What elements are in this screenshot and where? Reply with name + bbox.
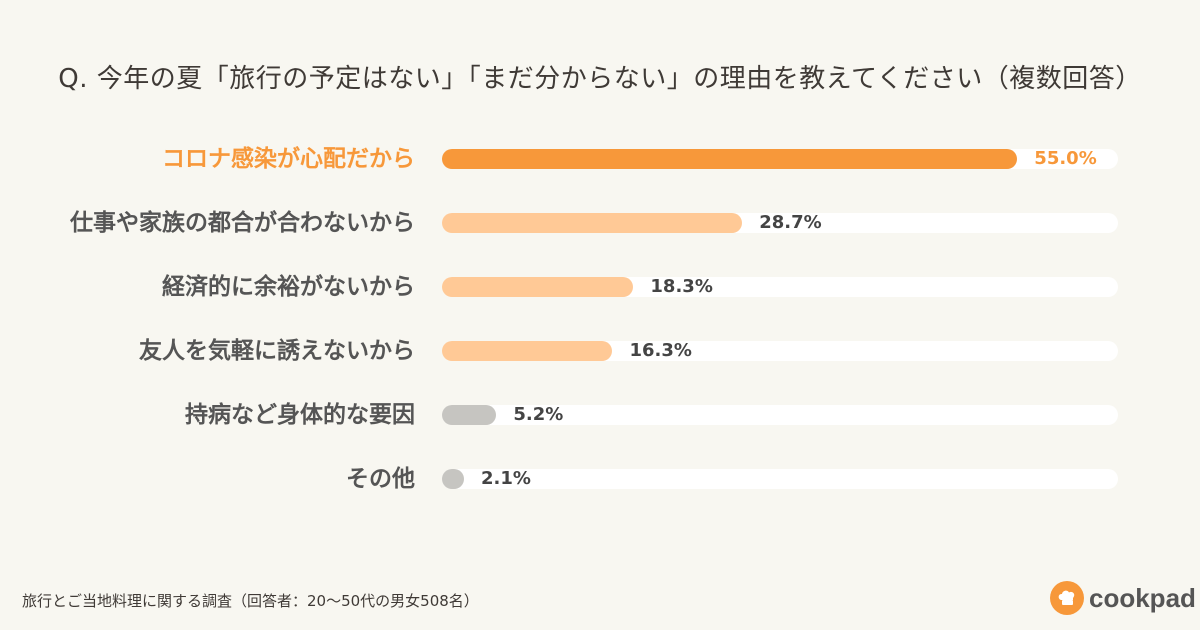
bar-track bbox=[442, 405, 1118, 425]
value-label: 16.3% bbox=[629, 340, 692, 361]
bar bbox=[442, 277, 634, 297]
survey-footnote: 旅行とご当地料理に関する調査（回答者：20〜50代の男女508名） bbox=[22, 592, 479, 610]
bar bbox=[442, 341, 613, 361]
bar bbox=[442, 405, 497, 425]
bar-track bbox=[442, 469, 1118, 489]
cookpad-logo: cookpad bbox=[1050, 580, 1196, 616]
bar bbox=[442, 149, 1018, 169]
category-label: 友人を気軽に誘えないから bbox=[139, 338, 415, 364]
category-label: 持病など身体的な要因 bbox=[185, 402, 415, 428]
chart-title: Q. 今年の夏「旅行の予定はない」「まだ分からない」の理由を教えてください（複数… bbox=[58, 64, 1142, 94]
category-label: その他 bbox=[346, 466, 415, 492]
bar bbox=[442, 213, 743, 233]
chef-hat-icon bbox=[1050, 581, 1084, 615]
category-label: 経済的に余裕がないから bbox=[162, 274, 415, 300]
value-label: 2.1% bbox=[480, 468, 531, 489]
category-label: 仕事や家族の都合が合わないから bbox=[70, 210, 415, 236]
brand-name: cookpad bbox=[1089, 582, 1196, 613]
value-label: 28.7% bbox=[759, 212, 822, 233]
value-label: 55.0% bbox=[1034, 148, 1097, 169]
category-label: コロナ感染が心配だから bbox=[162, 146, 415, 172]
bar bbox=[442, 469, 464, 489]
value-label: 18.3% bbox=[650, 276, 713, 297]
value-label: 5.2% bbox=[513, 404, 564, 425]
